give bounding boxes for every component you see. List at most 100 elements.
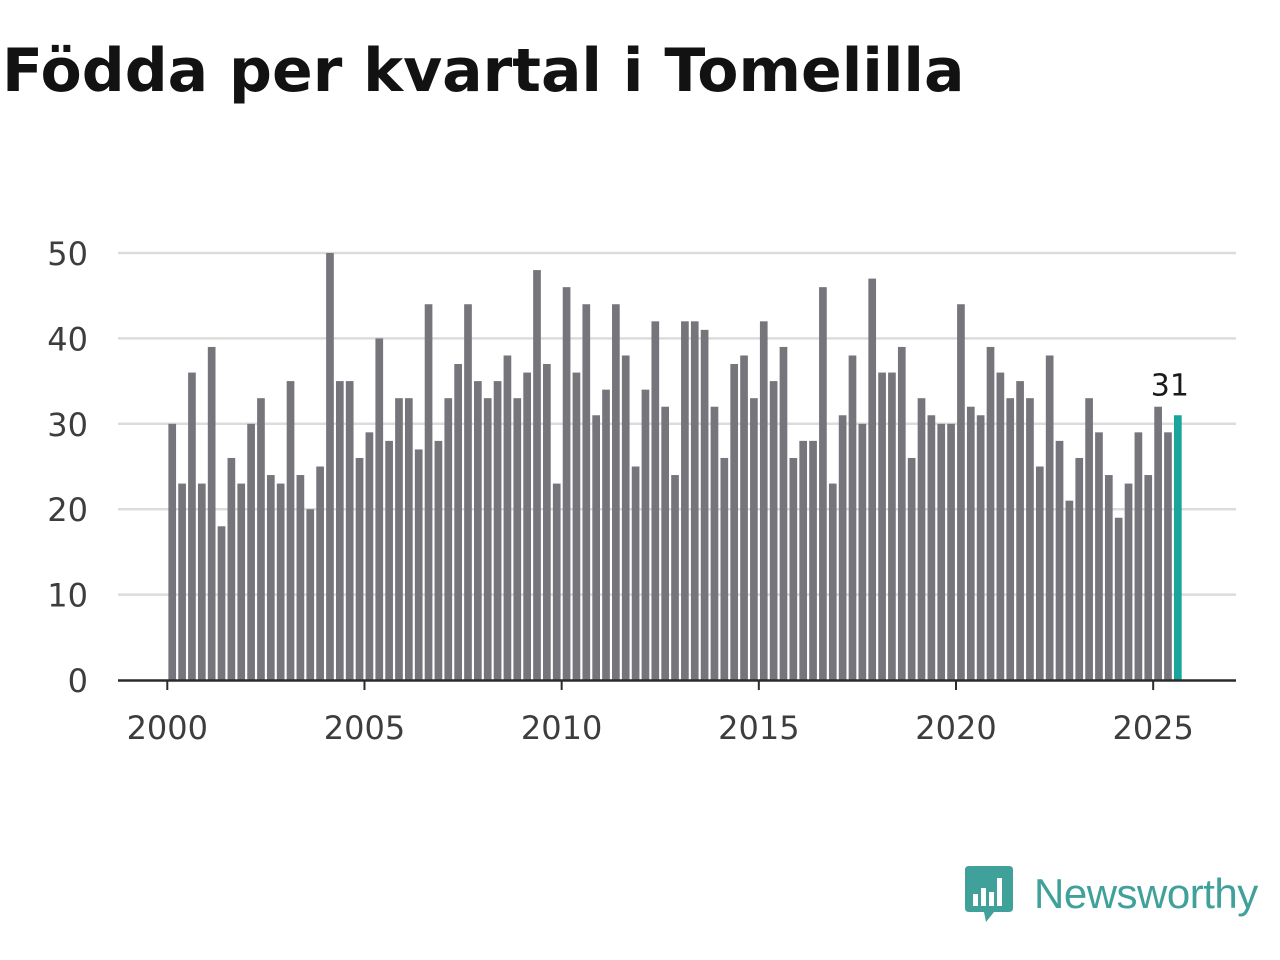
bar-14 xyxy=(306,509,315,680)
bar-57 xyxy=(730,364,739,680)
bar-92 xyxy=(1075,457,1084,680)
bar-22 xyxy=(385,440,393,680)
bar-71 xyxy=(868,278,877,680)
bar-4 xyxy=(207,346,216,680)
bar-59 xyxy=(750,398,758,680)
bar-87 xyxy=(1026,398,1034,680)
bar-63 xyxy=(789,457,798,680)
bar-2 xyxy=(188,372,196,680)
bar-50 xyxy=(661,406,670,680)
bar-96 xyxy=(1114,517,1123,680)
bar-99 xyxy=(1144,475,1153,680)
bar-17 xyxy=(335,381,344,680)
newsworthy-logo[interactable]: Newsworthy xyxy=(964,864,1258,924)
bar-58 xyxy=(740,355,748,680)
y-tick-label-20: 20 xyxy=(47,491,88,529)
newsworthy-logo-icon xyxy=(965,866,1013,922)
chart-title: Födda per kvartal i Tomelilla xyxy=(2,36,965,106)
bar-84 xyxy=(996,372,1005,680)
bar-31 xyxy=(474,381,482,680)
value-label-last: 31 xyxy=(1151,368,1189,403)
bar-36 xyxy=(523,372,531,680)
bar-9 xyxy=(257,398,265,680)
bar-101 xyxy=(1164,432,1172,680)
bar-61 xyxy=(769,381,778,680)
bar-29 xyxy=(454,364,462,680)
bar-55 xyxy=(710,406,719,680)
bar-41 xyxy=(572,372,581,680)
bar-43 xyxy=(592,415,601,680)
x-tick-label-2015: 2015 xyxy=(718,709,799,747)
bar-85 xyxy=(1006,398,1015,680)
bar-11 xyxy=(276,483,285,680)
bar-94 xyxy=(1095,432,1103,680)
bar-32 xyxy=(483,398,492,680)
bar-88 xyxy=(1035,466,1044,680)
bar-42 xyxy=(582,304,591,680)
bar-79 xyxy=(947,423,955,680)
bar-74 xyxy=(897,346,906,680)
y-tick-label-30: 30 xyxy=(47,406,88,444)
bar-76 xyxy=(917,398,926,680)
bar-67 xyxy=(828,483,837,680)
x-tick-label-2010: 2010 xyxy=(521,709,602,747)
bar-34 xyxy=(503,355,512,680)
bar-13 xyxy=(296,475,305,680)
bar-72 xyxy=(878,372,886,680)
bar-70 xyxy=(858,423,867,680)
bars xyxy=(168,253,1182,680)
y-tick-label-10: 10 xyxy=(47,577,88,615)
y-tick-label-0: 0 xyxy=(68,662,88,700)
bar-39 xyxy=(552,483,561,680)
annotation: 31 xyxy=(1151,368,1189,403)
bar-20 xyxy=(365,432,374,680)
bar-35 xyxy=(513,398,522,680)
bar-21 xyxy=(375,338,384,680)
bar-10 xyxy=(266,475,275,680)
x-tick-label-2020: 2020 xyxy=(915,709,996,747)
bar-51 xyxy=(671,475,679,680)
bar-15 xyxy=(316,466,324,680)
bar-8 xyxy=(247,423,255,680)
bar-81 xyxy=(966,406,975,680)
bar-19 xyxy=(355,457,364,680)
bar-6 xyxy=(227,457,236,680)
bar-44 xyxy=(602,389,610,680)
tick-labels: 0 10 20 30 40 50 2000 2005 2010 2015 2020 2025 xyxy=(47,235,1194,747)
bar-1 xyxy=(178,483,186,680)
bar-86 xyxy=(1016,381,1024,680)
x-tick-label-2000: 2000 xyxy=(127,709,208,747)
bar-52 xyxy=(681,321,689,680)
bar-68 xyxy=(838,415,847,680)
bar-0 xyxy=(168,423,177,680)
bar-27 xyxy=(434,440,443,680)
bar-25 xyxy=(414,449,423,680)
y-tick-label-40: 40 xyxy=(47,320,88,358)
bar-30 xyxy=(464,304,472,680)
bar-49 xyxy=(651,321,660,680)
bar-66 xyxy=(819,287,827,680)
bar-47 xyxy=(631,466,640,680)
bar-91 xyxy=(1065,500,1074,680)
bar-28 xyxy=(444,398,453,680)
bar-54 xyxy=(700,329,709,680)
bar-23 xyxy=(395,398,403,680)
bar-78 xyxy=(937,423,946,680)
bar-102 xyxy=(1173,415,1182,680)
bar-100 xyxy=(1154,406,1162,680)
bar-80 xyxy=(957,304,965,680)
axes xyxy=(118,679,1236,690)
bar-95 xyxy=(1104,475,1113,680)
bar-64 xyxy=(799,440,808,680)
bar-5 xyxy=(217,526,226,680)
bar-82 xyxy=(976,415,985,680)
bar-97 xyxy=(1124,483,1133,680)
bar-83 xyxy=(986,346,995,680)
bar-75 xyxy=(907,457,916,680)
x-tick-label-2025: 2025 xyxy=(1112,709,1193,747)
bar-69 xyxy=(848,355,857,680)
bar-3 xyxy=(197,483,206,680)
bar-62 xyxy=(779,346,788,680)
bar-60 xyxy=(759,321,768,680)
